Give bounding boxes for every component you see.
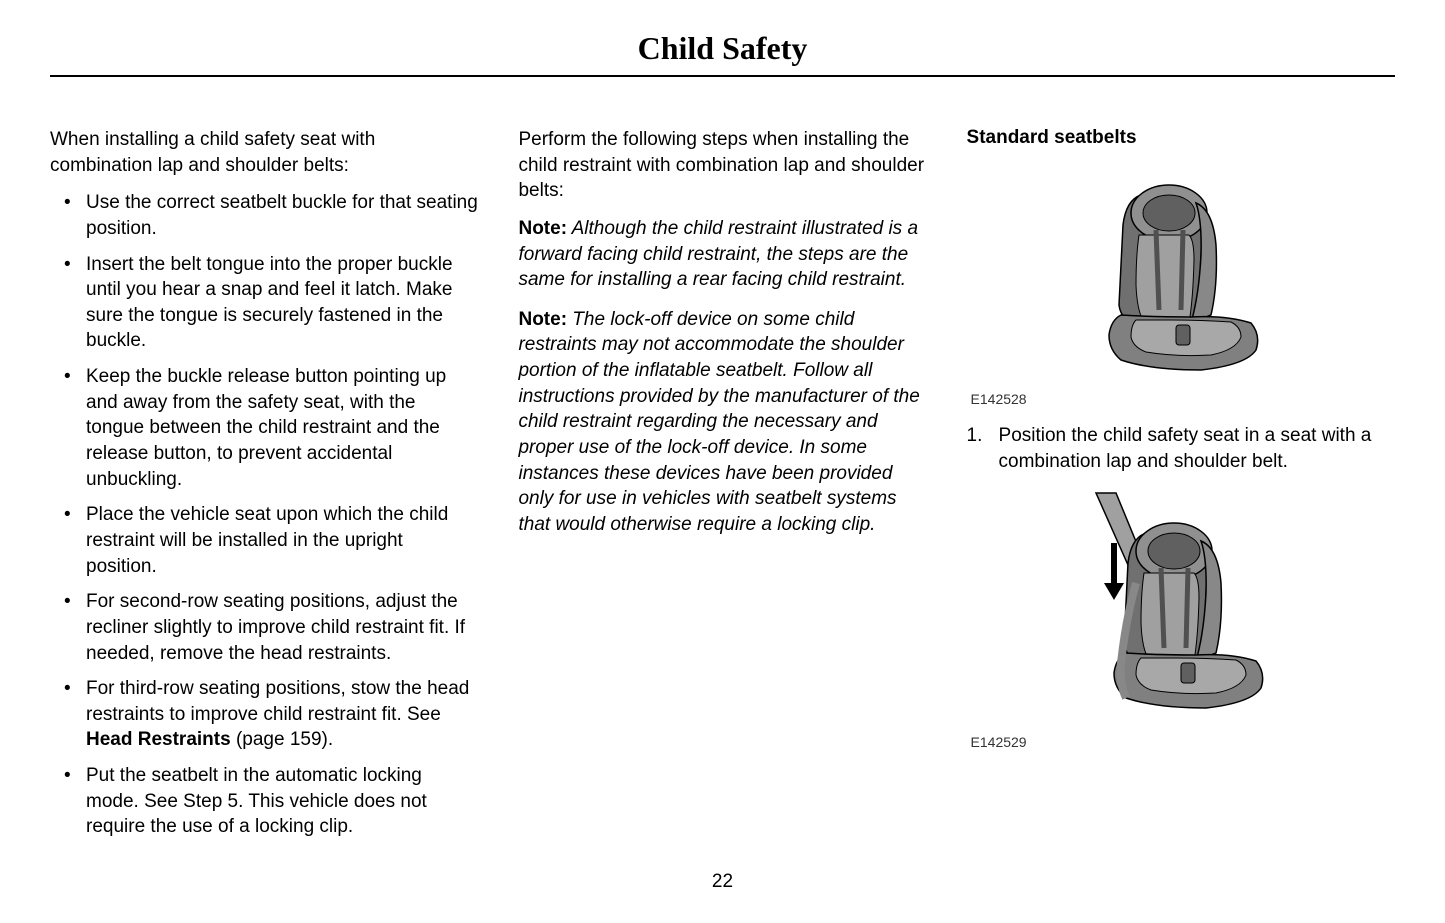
page-number: 22: [0, 871, 1445, 893]
column-1: When installing a child safety seat with…: [50, 127, 478, 850]
bullet-item: For second-row seating positions, adjust…: [50, 589, 478, 666]
page-title: Child Safety: [50, 30, 1395, 67]
note-body: The lock-off device on some child restra…: [518, 309, 919, 535]
column-2: Perform the following steps when install…: [518, 127, 926, 850]
down-arrow-icon: [1104, 543, 1124, 600]
child-seat-illustration-2: [1041, 488, 1321, 728]
bullet-item: Keep the buckle release button pointing …: [50, 364, 478, 492]
bullet-item: Insert the belt tongue into the proper b…: [50, 252, 478, 355]
bullet-item: Place the vehicle seat upon which the ch…: [50, 502, 478, 579]
note-label: Note:: [518, 309, 567, 330]
steps-list: Position the child safety seat in a seat…: [967, 423, 1395, 474]
xref-page: (page 159).: [231, 729, 333, 750]
column-3: Standard seatbelts: [967, 127, 1395, 850]
figure-2-caption: E142529: [971, 734, 1395, 750]
bullet-item: For third-row seating positions, stow th…: [50, 676, 478, 753]
note-body: Although the child restraint illustrated…: [518, 218, 918, 290]
col2-intro: Perform the following steps when install…: [518, 127, 926, 204]
note-1: Note: Although the child restraint illus…: [518, 216, 926, 293]
bullet-item: Use the correct seatbelt buckle for that…: [50, 190, 478, 241]
bullet-text: For third-row seating positions, stow th…: [86, 678, 469, 725]
figure-1-caption: E142528: [971, 391, 1395, 407]
content-columns: When installing a child safety seat with…: [50, 127, 1395, 850]
note-2: Note: The lock-off device on some child …: [518, 307, 926, 538]
title-underline: [50, 75, 1395, 77]
subheading-standard-seatbelts: Standard seatbelts: [967, 127, 1395, 149]
figure-1: [967, 165, 1395, 385]
figure-2: [967, 488, 1395, 728]
col1-bullet-list: Use the correct seatbelt buckle for that…: [50, 190, 478, 840]
note-label: Note:: [518, 218, 567, 239]
col1-intro: When installing a child safety seat with…: [50, 127, 478, 178]
cross-reference: Head Restraints: [86, 729, 231, 750]
bullet-item: Put the seatbelt in the automatic lockin…: [50, 763, 478, 840]
step-1: Position the child safety seat in a seat…: [967, 423, 1395, 474]
child-seat-illustration-1: [1051, 165, 1311, 385]
